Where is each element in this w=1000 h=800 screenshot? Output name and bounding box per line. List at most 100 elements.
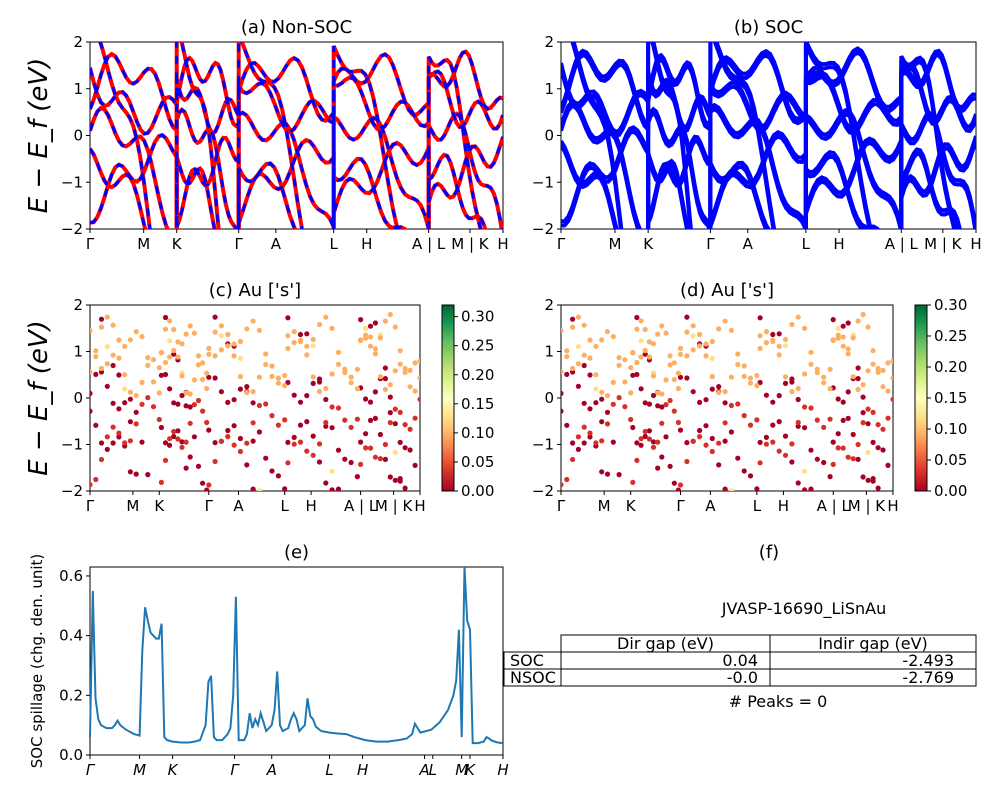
x-tick-label: M [133, 761, 146, 779]
projection-point [622, 527, 627, 532]
projection-point [630, 479, 636, 485]
projection-point [377, 374, 383, 380]
projection-point [655, 390, 661, 396]
projection-point [218, 323, 224, 329]
projection-point [417, 689, 422, 694]
projection-point [561, 482, 564, 488]
projection-point [387, 382, 393, 388]
projection-point [667, 362, 673, 368]
projection-point [789, 321, 795, 328]
projection-point [808, 486, 814, 491]
colorbar-tick-label: 0.05 [461, 453, 494, 471]
y-axis-label: E − E_f (eV) [24, 320, 54, 476]
table-header-cell: Dir gap (eV) [617, 634, 714, 653]
projection-point [269, 363, 275, 369]
projection-point [728, 429, 735, 435]
projection-point [196, 553, 201, 558]
projection-point [367, 334, 374, 340]
projection-point [795, 419, 801, 426]
projection-point [782, 374, 789, 380]
projection-point [110, 322, 116, 328]
projection-point [377, 431, 383, 438]
projection-point [282, 383, 288, 389]
projection-point [827, 416, 833, 422]
projection-point [709, 435, 715, 442]
projection-point [200, 360, 206, 366]
projection-point [575, 446, 582, 452]
projection-point [158, 372, 164, 378]
x-tick-label: H [305, 497, 316, 515]
projection-point [782, 343, 789, 349]
projection-point [840, 399, 846, 405]
projection-point [250, 318, 256, 324]
projection-point [684, 458, 690, 465]
projection-point [789, 376, 795, 382]
projection-point [638, 386, 644, 392]
projection-point [335, 361, 342, 367]
x-tick-label: M | K [924, 235, 963, 253]
band-line [90, 133, 503, 228]
projection-point [363, 445, 369, 451]
projection-point [382, 441, 388, 448]
projection-point [127, 389, 133, 395]
projection-point [110, 400, 116, 406]
projection-point [575, 383, 582, 389]
projection-point [655, 439, 661, 445]
projection-point [116, 337, 122, 343]
projection-point [179, 373, 185, 379]
projection-point [646, 436, 653, 442]
projection-point [304, 331, 310, 337]
projection-point [187, 420, 193, 426]
projection-point [382, 386, 388, 393]
band-line [561, 125, 976, 224]
table-cell: -2.769 [902, 668, 954, 687]
x-tick-label: M [137, 235, 150, 253]
projection-point [329, 404, 335, 410]
projection-point [697, 399, 703, 405]
projection-point [335, 447, 342, 453]
projection-point [104, 314, 110, 320]
projection-point [827, 366, 833, 372]
projection-point [412, 360, 418, 366]
projection-point [297, 337, 304, 343]
projection-point [150, 357, 157, 363]
projection-point [747, 380, 754, 386]
projection-point [183, 331, 189, 337]
projection-point [275, 375, 281, 381]
projection-point [348, 374, 354, 380]
colorbar-tick-label: 0.15 [461, 395, 494, 413]
projection-point [133, 471, 139, 477]
x-tick-label: H [497, 761, 508, 779]
projection-point [355, 640, 360, 645]
projection-point [269, 561, 274, 566]
projection-point [655, 331, 661, 337]
projection-point [776, 419, 782, 425]
projection-point [593, 372, 599, 378]
projection-point [110, 440, 116, 446]
projection-point [855, 365, 861, 371]
x-tick-label: H [414, 497, 425, 515]
projection-point [206, 427, 212, 433]
projection-point [593, 386, 599, 392]
projection-point [668, 553, 673, 558]
projection-point [671, 376, 677, 383]
projection-point [642, 351, 648, 357]
projection-point [663, 509, 668, 514]
projection-point [570, 369, 576, 375]
projection-point [310, 336, 316, 343]
projection-point [179, 439, 185, 445]
projection-point [561, 390, 564, 396]
projection-point [709, 374, 715, 380]
projection-point [587, 406, 593, 412]
y-tick-label: −2 [532, 220, 554, 238]
projection-point [269, 505, 274, 510]
projection-point [742, 561, 747, 566]
projection-point [587, 430, 593, 436]
projection-point [729, 497, 734, 502]
projection-point [297, 399, 304, 405]
projection-point [206, 345, 212, 351]
projection-point [145, 355, 151, 361]
projection-point [397, 361, 403, 367]
projection-point [642, 428, 648, 435]
projection-point [402, 365, 408, 372]
